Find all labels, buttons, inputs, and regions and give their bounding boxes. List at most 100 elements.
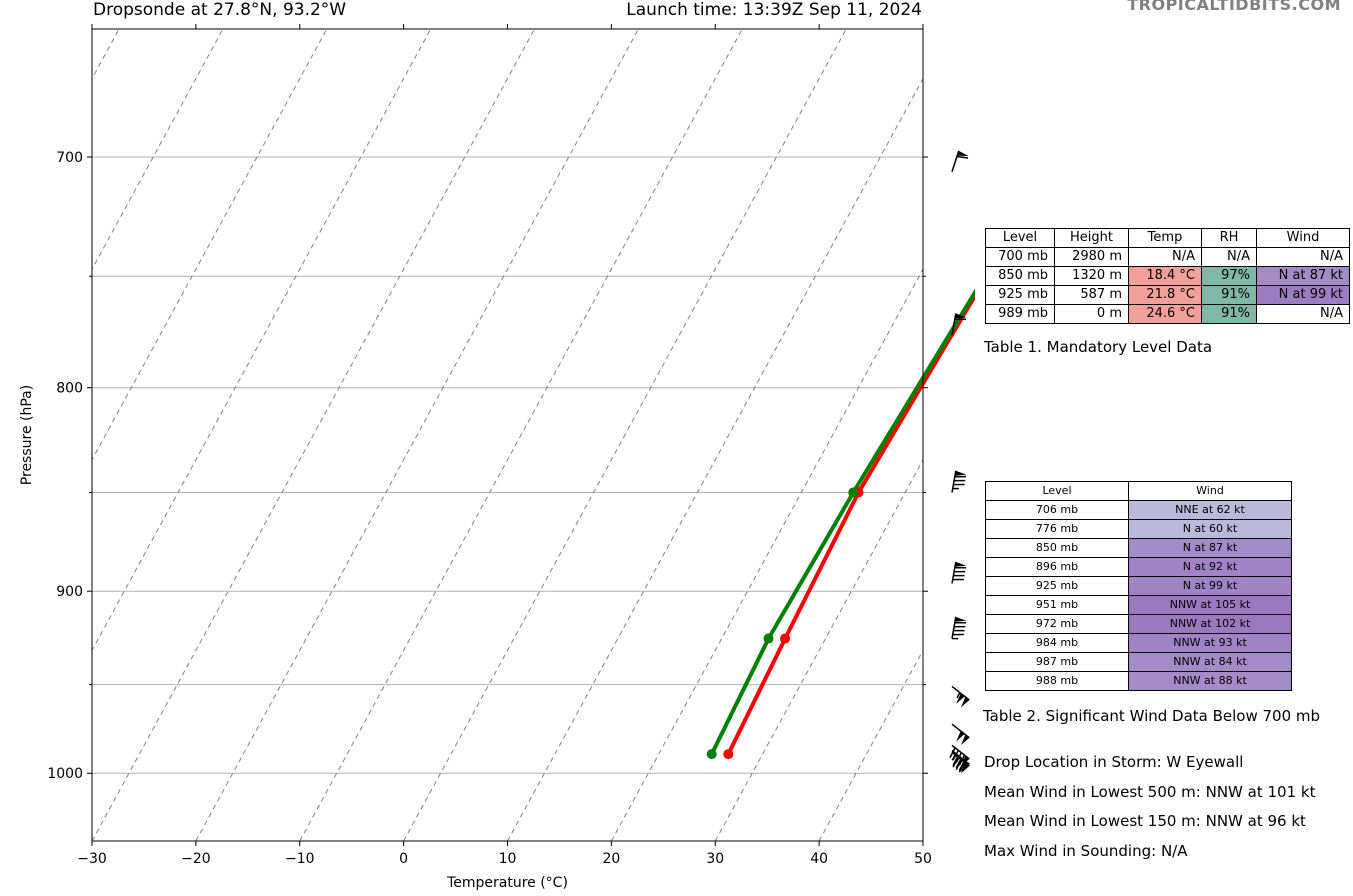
table-row: 776 mb N at 60 kt <box>985 519 1292 539</box>
plot-frame <box>91 28 924 842</box>
table-row: 984 mb NNW at 93 kt <box>985 633 1292 653</box>
column-header: Wind <box>1128 481 1292 501</box>
table-cell: 925 mb <box>985 285 1055 305</box>
red-series-point <box>723 749 734 760</box>
table-cell: N/A <box>1128 247 1202 267</box>
green-series-point <box>848 487 859 498</box>
table-cell: N at 99 kt <box>1128 576 1292 596</box>
table-cell: 987 mb <box>985 652 1129 672</box>
table-cell: NNW at 84 kt <box>1128 652 1292 672</box>
mean-wind-500m-text: Mean Wind in Lowest 500 m: NNW at 101 kt <box>984 783 1316 801</box>
table-cell: 850 mb <box>985 266 1055 286</box>
brand-logo-text: TROPICALTIDBITS.COM <box>1127 0 1341 14</box>
wind-barb <box>951 751 970 774</box>
table-row: 987 mb NNW at 84 kt <box>985 652 1292 672</box>
wind-barb <box>951 150 969 173</box>
table-cell: N at 99 kt <box>1256 285 1350 305</box>
column-header: Wind <box>1256 228 1350 248</box>
table-cell: 972 mb <box>985 614 1129 634</box>
table-row: 925 mb N at 99 kt <box>985 576 1292 596</box>
table-cell: N/A <box>1256 304 1350 324</box>
table-cell: 24.6 °C <box>1128 304 1202 324</box>
isotherm-line <box>714 458 923 841</box>
wind-barb <box>951 723 970 746</box>
table-cell: 925 mb <box>985 576 1129 596</box>
y-tick-label: 800 <box>56 381 83 397</box>
table-row: 951 mb NNW at 105 kt <box>985 595 1292 615</box>
isotherm-line <box>818 649 923 841</box>
green-series-point <box>763 633 774 644</box>
table-cell: NNW at 93 kt <box>1128 633 1292 653</box>
x-tick-label: −10 <box>285 851 315 867</box>
y-tick-label: 1000 <box>47 766 83 782</box>
isotherm-line <box>610 268 923 841</box>
table-cell: 1320 m <box>1054 266 1129 286</box>
table-cell: 587 m <box>1054 285 1129 305</box>
table-cell: NNW at 88 kt <box>1128 671 1292 691</box>
isotherm-line <box>92 29 535 841</box>
table-header-row: Level Wind <box>985 481 1292 501</box>
table1-caption: Table 1. Mandatory Level Data <box>984 338 1213 356</box>
chart-title-left: Dropsonde at 27.8°N, 93.2°W <box>93 0 347 20</box>
isotherm-line <box>299 29 743 841</box>
column-header: Level <box>985 228 1055 248</box>
mean-wind-150m-text: Mean Wind in Lowest 150 m: NNW at 96 kt <box>984 812 1306 830</box>
table-cell: 776 mb <box>985 519 1129 539</box>
column-header: Temp <box>1128 228 1202 248</box>
table-cell: N at 87 kt <box>1256 266 1350 286</box>
drop-location-text: Drop Location in Storm: W Eyewall <box>984 753 1244 771</box>
table-cell: N at 87 kt <box>1128 538 1292 558</box>
table-cell: N/A <box>1201 247 1257 267</box>
table-row: 896 mb N at 92 kt <box>985 557 1292 577</box>
table-cell: NNW at 105 kt <box>1128 595 1292 615</box>
table-cell: NNW at 102 kt <box>1128 614 1292 634</box>
y-axis-label: Pressure (hPa) <box>19 385 35 485</box>
table-cell: 91% <box>1201 304 1257 324</box>
x-tick-label: 40 <box>810 851 828 867</box>
table-cell: NNE at 62 kt <box>1128 500 1292 520</box>
table-cell: 988 mb <box>985 671 1129 691</box>
table-cell: 2980 m <box>1054 247 1129 267</box>
y-tick-label: 900 <box>56 584 83 600</box>
x-tick-label: 10 <box>499 851 517 867</box>
table-cell: 18.4 °C <box>1128 266 1202 286</box>
chart-title-right: Launch time: 13:39Z Sep 11, 2024 <box>626 0 922 20</box>
table-cell: N/A <box>1256 247 1350 267</box>
isotherm-line <box>0 29 15 841</box>
wind-barb <box>951 616 967 640</box>
wind-barb <box>951 470 967 493</box>
column-header: Height <box>1054 228 1129 248</box>
x-tick-label: 50 <box>914 851 932 867</box>
isotherm-line <box>507 77 923 841</box>
table-cell: 850 mb <box>985 538 1129 558</box>
skew-t-chart: −30 −20 −10 0 10 20 30 40 50 700 800 900 1000 Tempera… <box>0 24 975 891</box>
table-row: 706 mb NNE at 62 kt <box>985 500 1292 520</box>
table-row: 850 mb 1320 m 18.4 °C 97% N at 87 kt <box>985 266 1350 286</box>
red-series-line <box>726 291 975 755</box>
table-cell: 989 mb <box>985 304 1055 324</box>
isotherm-line <box>195 29 639 841</box>
table-cell: 0 m <box>1054 304 1129 324</box>
x-tick-label: 30 <box>706 851 724 867</box>
x-tick-label: 0 <box>399 851 408 867</box>
mandatory-level-table: Level Height Temp RH Wind 700 mb 2980 m N/A N/A… <box>985 228 1350 324</box>
table-cell: 700 mb <box>985 247 1055 267</box>
red-series-point <box>780 633 791 644</box>
table-row: 988 mb NNW at 88 kt <box>985 671 1292 691</box>
table-row: 700 mb 2980 m N/A N/A N/A <box>985 247 1350 267</box>
x-axis-label: Temperature (°C) <box>446 875 568 891</box>
table-row: 972 mb NNW at 102 kt <box>985 614 1292 634</box>
max-wind-text: Max Wind in Sounding: N/A <box>984 842 1188 860</box>
table-header-row: Level Height Temp RH Wind <box>985 228 1350 248</box>
x-tick-label: −20 <box>181 851 211 867</box>
table-cell: 91% <box>1201 285 1257 305</box>
green-series-line <box>709 288 975 755</box>
x-tick-label: 20 <box>602 851 620 867</box>
table-cell: 97% <box>1201 266 1257 286</box>
table-cell: N at 60 kt <box>1128 519 1292 539</box>
x-tick-label: −30 <box>77 851 107 867</box>
table-cell: 984 mb <box>985 633 1129 653</box>
table2-caption: Table 2. Significant Wind Data Below 700… <box>983 707 1321 725</box>
table-row: 925 mb 587 m 21.8 °C 91% N at 99 kt <box>985 285 1350 305</box>
isotherm-line <box>403 29 847 841</box>
